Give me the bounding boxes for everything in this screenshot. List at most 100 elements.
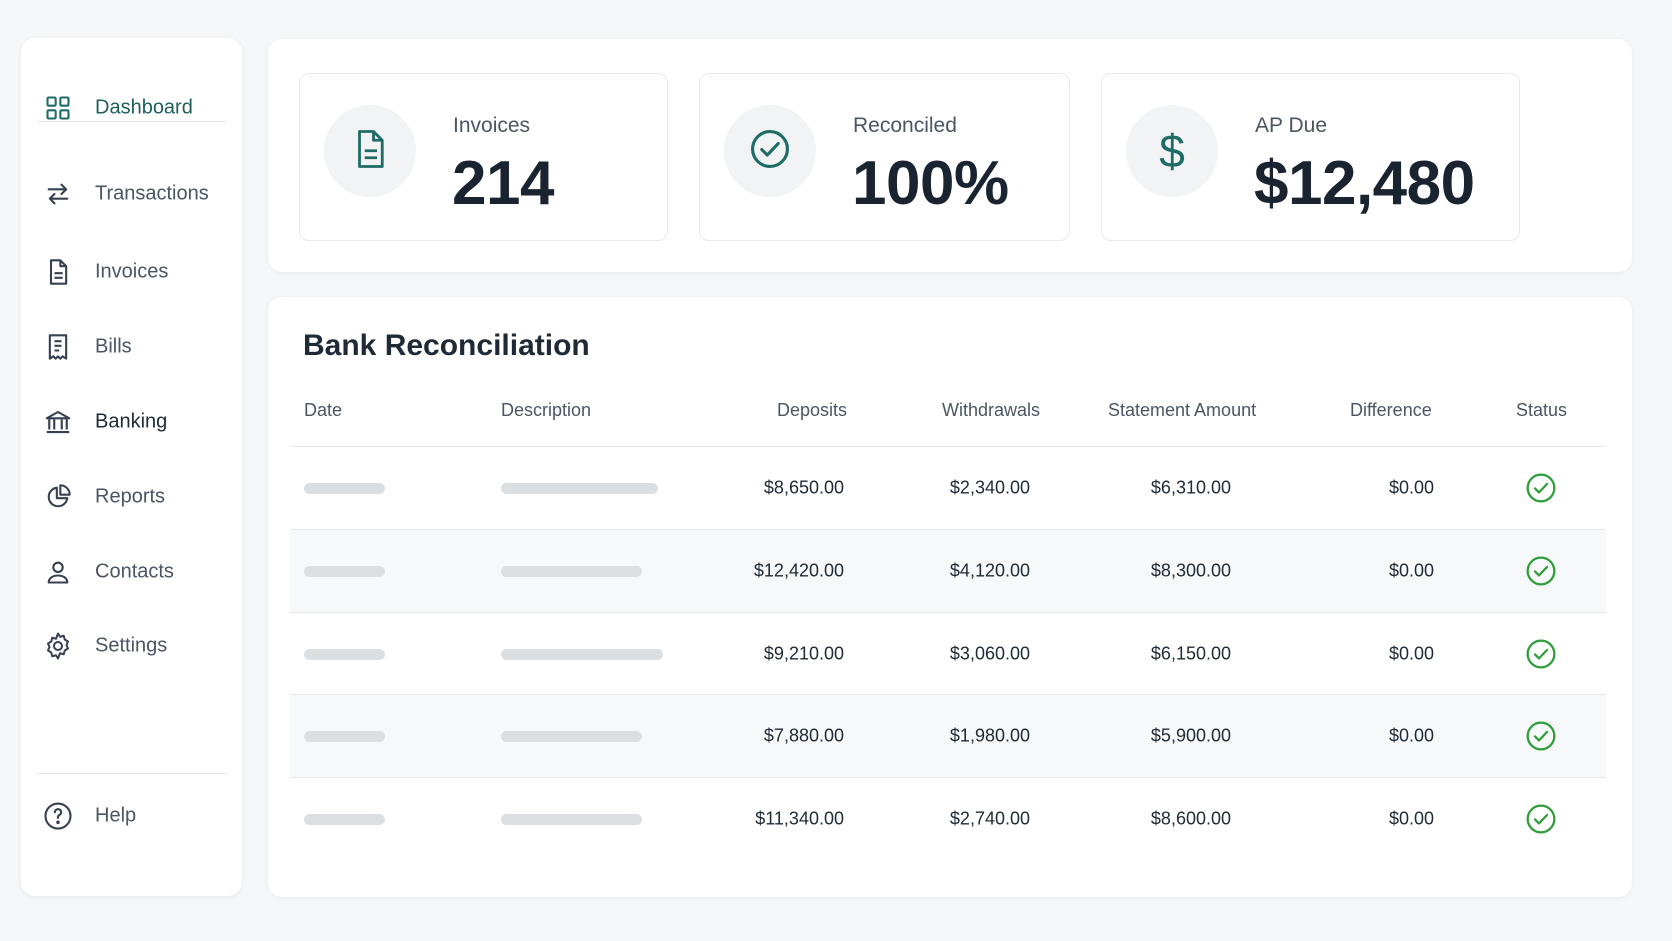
date-placeholder	[304, 566, 385, 577]
statement-amount-cell: $6,310.00	[1150, 477, 1231, 498]
stat-label: Invoices	[453, 114, 531, 137]
date-placeholder	[304, 731, 385, 742]
sidebar-divider	[37, 773, 227, 774]
description-placeholder	[501, 814, 642, 825]
panel-title: Bank Reconciliation	[303, 329, 590, 362]
table-divider	[290, 529, 1606, 530]
swap-arrows-icon	[43, 179, 73, 209]
sidebar-item-label: Transactions	[95, 182, 209, 205]
check-circle-icon[interactable]	[1525, 555, 1557, 587]
withdrawals-cell: $4,120.00	[949, 560, 1030, 581]
stat-value: 100%	[852, 149, 1009, 218]
table-row[interactable]: $7,880.00 $1,980.00 $5,900.00 $0.00	[290, 695, 1606, 777]
withdrawals-cell: $3,060.00	[949, 643, 1030, 664]
statement-amount-cell: $8,600.00	[1150, 808, 1231, 829]
stat-value: 214	[452, 149, 554, 218]
table-row[interactable]: $9,210.00 $3,060.00 $6,150.00 $0.00	[290, 613, 1606, 695]
check-circle-icon	[748, 127, 792, 176]
difference-cell: $0.00	[1388, 643, 1434, 664]
description-placeholder	[501, 649, 663, 660]
deposits-cell: $9,210.00	[763, 643, 844, 664]
description-placeholder	[501, 566, 642, 577]
deposits-cell: $11,340.00	[755, 808, 844, 829]
deposits-cell: $8,650.00	[763, 477, 844, 498]
column-header-status[interactable]: Status	[1516, 400, 1568, 420]
check-circle-icon[interactable]	[1525, 803, 1557, 835]
sidebar-item-label: Contacts	[95, 560, 174, 583]
column-header-difference[interactable]: Difference	[1350, 400, 1432, 420]
sidebar-item-help[interactable]: Help	[21, 788, 242, 844]
column-header-date[interactable]: Date	[304, 400, 343, 420]
stat-icon-circle: $	[1126, 105, 1218, 197]
withdrawals-cell: $1,980.00	[949, 725, 1030, 746]
sidebar-item-label: Settings	[95, 634, 168, 657]
description-placeholder	[501, 483, 658, 494]
help-circle-icon	[43, 801, 73, 831]
description-placeholder	[501, 731, 642, 742]
table-divider	[290, 612, 1606, 613]
sidebar-item-settings[interactable]: Settings	[21, 618, 242, 674]
check-circle-icon[interactable]	[1525, 720, 1557, 752]
sidebar-item-label: Help	[95, 804, 137, 827]
table-row[interactable]: $11,340.00 $2,740.00 $8,600.00 $0.00	[290, 778, 1606, 860]
stat-card-ap-due[interactable]: $ AP Due $12,480	[1101, 73, 1520, 241]
dollar-icon: $	[1159, 125, 1185, 177]
check-circle-icon[interactable]	[1525, 638, 1557, 670]
table-divider	[290, 446, 1606, 447]
bank-reconciliation-panel: Bank Reconciliation Date Description Dep…	[268, 297, 1632, 897]
sidebar-item-label: Invoices	[95, 260, 169, 283]
column-header-statement-amount[interactable]: Statement Amount	[1108, 400, 1257, 420]
difference-cell: $0.00	[1388, 808, 1434, 829]
date-placeholder	[304, 649, 385, 660]
stat-label: Reconciled	[853, 114, 957, 137]
grid-icon	[43, 93, 73, 123]
table-divider	[290, 777, 1606, 778]
check-circle-icon[interactable]	[1525, 472, 1557, 504]
sidebar-item-label: Dashboard	[95, 96, 193, 119]
sidebar-item-reports[interactable]: Reports	[21, 469, 242, 525]
sidebar-item-label: Banking	[95, 410, 168, 433]
sidebar-item-invoices[interactable]: Invoices	[21, 244, 242, 300]
stat-card-invoices[interactable]: Invoices 214	[299, 73, 668, 241]
table-divider	[290, 694, 1606, 695]
column-header-description[interactable]: Description	[501, 400, 592, 420]
statement-amount-cell: $5,900.00	[1150, 725, 1231, 746]
sidebar-divider	[37, 121, 227, 122]
bank-icon	[43, 407, 73, 437]
difference-cell: $0.00	[1388, 477, 1434, 498]
deposits-cell: $12,420.00	[753, 560, 844, 581]
column-header-deposits[interactable]: Deposits	[777, 400, 848, 420]
sidebar: Dashboard Transactions Invoices Bills	[21, 38, 242, 896]
document-icon	[349, 128, 391, 175]
date-placeholder	[304, 814, 385, 825]
difference-cell: $0.00	[1388, 560, 1434, 581]
sidebar-item-bills[interactable]: Bills	[21, 319, 242, 375]
gear-icon	[43, 631, 73, 661]
sidebar-item-contacts[interactable]: Contacts	[21, 544, 242, 600]
sidebar-item-label: Bills	[95, 335, 132, 358]
statement-amount-cell: $8,300.00	[1150, 560, 1231, 581]
statement-amount-cell: $6,150.00	[1150, 643, 1231, 664]
withdrawals-cell: $2,740.00	[949, 808, 1030, 829]
withdrawals-cell: $2,340.00	[949, 477, 1030, 498]
sidebar-item-banking[interactable]: Banking	[21, 394, 242, 450]
stat-card-reconciled[interactable]: Reconciled 100%	[699, 73, 1070, 241]
stat-icon-circle	[724, 105, 816, 197]
stat-label: AP Due	[1255, 114, 1327, 137]
stats-panel: Invoices 214 Reconciled 100% $ AP Due $1…	[268, 39, 1632, 272]
sidebar-item-label: Reports	[95, 485, 166, 508]
sidebar-item-transactions[interactable]: Transactions	[21, 166, 242, 222]
deposits-cell: $7,880.00	[763, 725, 844, 746]
document-icon	[43, 257, 73, 287]
stat-value: $12,480	[1254, 149, 1475, 218]
receipt-icon	[43, 332, 73, 362]
table-row[interactable]: $12,420.00 $4,120.00 $8,300.00 $0.00	[290, 530, 1606, 612]
pie-chart-icon	[43, 482, 73, 512]
date-placeholder	[304, 483, 385, 494]
table-row[interactable]: $8,650.00 $2,340.00 $6,310.00 $0.00	[290, 447, 1606, 529]
sidebar-item-dashboard[interactable]: Dashboard	[21, 80, 242, 136]
user-icon	[43, 557, 73, 587]
column-header-withdrawals[interactable]: Withdrawals	[942, 400, 1041, 420]
difference-cell: $0.00	[1388, 725, 1434, 746]
stat-icon-circle	[324, 105, 416, 197]
